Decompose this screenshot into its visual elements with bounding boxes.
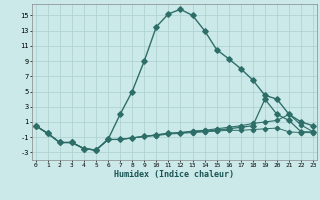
X-axis label: Humidex (Indice chaleur): Humidex (Indice chaleur) xyxy=(115,170,234,179)
